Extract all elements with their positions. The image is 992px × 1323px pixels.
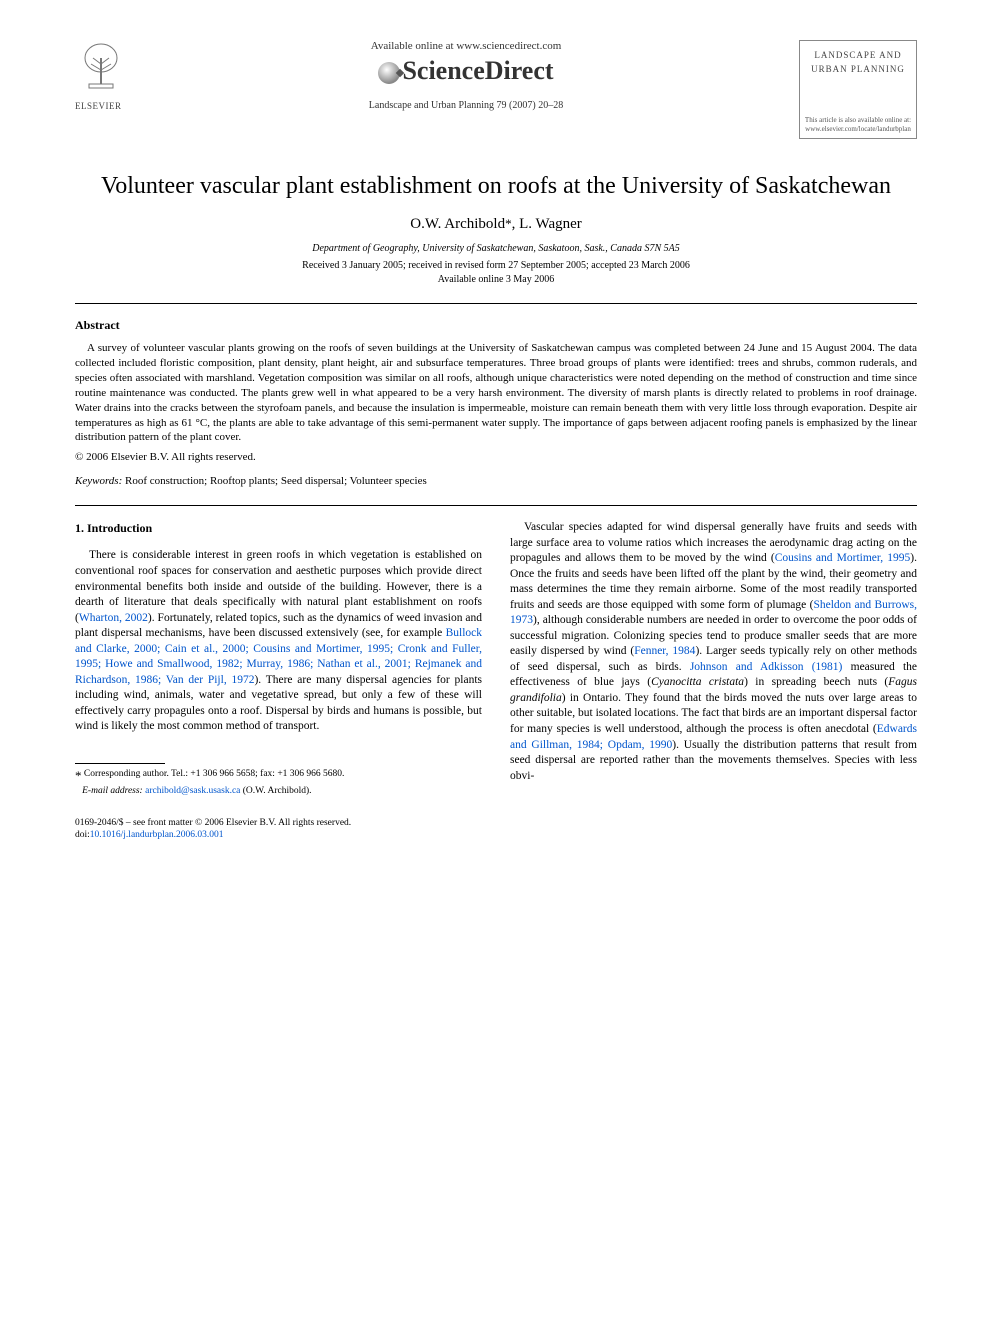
corresponding-author-footnote: * Corresponding author. Tel.: +1 306 966… [75, 768, 482, 785]
front-matter-line: 0169-2046/$ – see front matter © 2006 El… [75, 817, 917, 829]
divider-bottom [75, 505, 917, 506]
author-1: O.W. Archibold [410, 216, 505, 232]
affiliation: Department of Geography, University of S… [75, 243, 917, 254]
abstract-body: A survey of volunteer vascular plants gr… [75, 341, 917, 445]
section-1-heading: 1. Introduction [75, 520, 482, 536]
text-2f: ) in spreading beech nuts ( [744, 676, 888, 688]
email-suffix: (O.W. Archibold). [240, 786, 311, 796]
journal-box-online-label: This article is also available online at… [804, 116, 912, 125]
email-link[interactable]: archibold@sask.usask.ca [145, 786, 240, 796]
divider-top [75, 303, 917, 304]
citation-johnson-adkisson[interactable]: Johnson and Adkisson (1981) [690, 661, 843, 673]
footnote-corr-text: Corresponding author. Tel.: +1 306 966 5… [84, 769, 345, 779]
sciencedirect-logo: ScienceDirect [153, 56, 779, 86]
sciencedirect-icon [378, 62, 400, 84]
received-dates: Received 3 January 2005; received in rev… [75, 260, 917, 271]
keywords-list: Roof construction; Rooftop plants; Seed … [125, 475, 427, 487]
page-footer: 0169-2046/$ – see front matter © 2006 El… [75, 817, 917, 842]
email-footnote: E-mail address: archibold@sask.usask.ca … [75, 785, 482, 797]
keywords: Keywords: Roof construction; Rooftop pla… [75, 475, 917, 487]
doi-label: doi: [75, 830, 90, 840]
available-date: Available online 3 May 2006 [75, 274, 917, 285]
sciencedirect-text: ScienceDirect [402, 56, 553, 85]
elsevier-tree-icon [75, 40, 133, 99]
column-left: 1. Introduction There is considerable in… [75, 520, 482, 797]
citation-wharton-2002[interactable]: Wharton, 2002 [79, 612, 148, 624]
center-header: Available online at www.sciencedirect.co… [133, 40, 799, 111]
citation-fenner[interactable]: Fenner, 1984 [634, 645, 695, 657]
header-row: ELSEVIER Available online at www.science… [75, 40, 917, 139]
copyright: © 2006 Elsevier B.V. All rights reserved… [75, 451, 917, 463]
footnote-star-icon: * [75, 768, 82, 783]
doi-line: doi:10.1016/j.landurbplan.2006.03.001 [75, 829, 917, 841]
doi-link[interactable]: 10.1016/j.landurbplan.2006.03.001 [90, 830, 224, 840]
keywords-label: Keywords: [75, 475, 122, 487]
abstract-heading: Abstract [75, 318, 917, 333]
species-cyanocitta: Cyanocitta cristata [651, 676, 744, 688]
authors: O.W. Archibold*, L. Wagner [75, 216, 917, 233]
article-title: Volunteer vascular plant establishment o… [75, 171, 917, 202]
column-right: Vascular species adapted for wind disper… [510, 520, 917, 797]
intro-paragraph-1: There is considerable interest in green … [75, 548, 482, 734]
journal-cover-box: LANDSCAPE AND URBAN PLANNING This articl… [799, 40, 917, 139]
journal-reference: Landscape and Urban Planning 79 (2007) 2… [153, 100, 779, 111]
footnote-divider [75, 763, 165, 764]
publisher-name: ELSEVIER [75, 101, 133, 111]
intro-paragraph-2: Vascular species adapted for wind disper… [510, 520, 917, 784]
email-label: E-mail address: [82, 786, 143, 796]
author-2: , L. Wagner [512, 216, 582, 232]
two-column-body: 1. Introduction There is considerable in… [75, 520, 917, 797]
text-2g: ) in Ontario. They found that the birds … [510, 692, 917, 735]
journal-box-title: LANDSCAPE AND URBAN PLANNING [804, 49, 912, 76]
available-online-text: Available online at www.sciencedirect.co… [153, 40, 779, 52]
journal-box-url: www.elsevier.com/locate/landurbplan [804, 125, 912, 134]
citation-cousins-mortimer[interactable]: Cousins and Mortimer, 1995 [775, 552, 911, 564]
publisher-logo: ELSEVIER [75, 40, 133, 111]
